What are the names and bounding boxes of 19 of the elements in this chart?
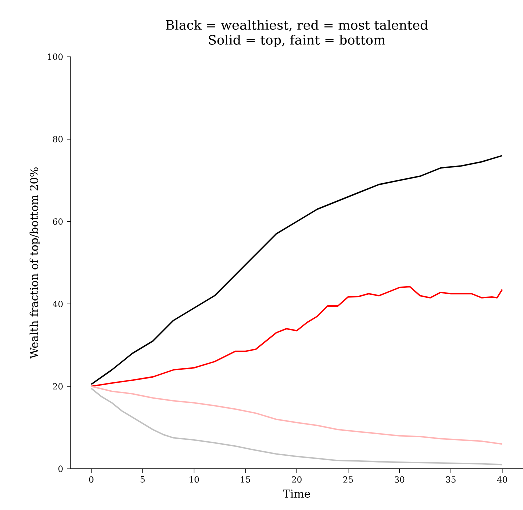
x-tick-label: 15 <box>241 476 250 483</box>
y-tick-label: 0 <box>58 466 63 472</box>
y-axis-title: Wealth fraction of top/bottom 20% <box>30 168 40 359</box>
y-tick-label: 40 <box>52 301 63 308</box>
y-tick-label: 100 <box>48 54 63 60</box>
y-tick-label: 80 <box>53 136 63 143</box>
x-tick-label: 25 <box>344 476 354 483</box>
chart-title: Black = wealthiest, red = most talented Solid = top, faint = bottom <box>166 20 428 48</box>
line-series <box>90 386 504 445</box>
x-tick-label: 30 <box>394 476 405 483</box>
x-tick-label: 20 <box>292 476 302 483</box>
x-tick-label: 40 <box>497 476 508 483</box>
y-tick-label: 60 <box>53 218 63 226</box>
y-tick-label: 20 <box>53 383 63 390</box>
x-tick-label: 0 <box>89 476 94 483</box>
x-tick-label: 35 <box>446 476 456 483</box>
x-tick-label: 5 <box>140 476 145 483</box>
x-tick-label: 10 <box>190 476 200 483</box>
x-axis-title: Time <box>283 490 310 498</box>
